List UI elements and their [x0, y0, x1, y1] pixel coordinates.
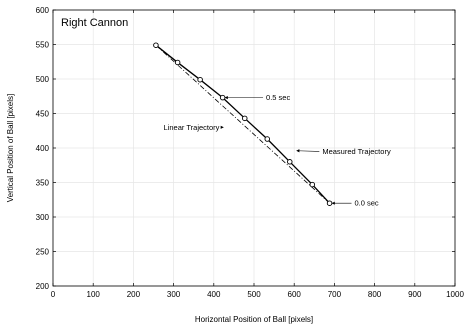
x-tick-label: 200: [127, 290, 141, 299]
x-tick-label: 700: [328, 290, 342, 299]
y-tick-label: 600: [36, 6, 50, 15]
annotation-label: Linear Trajectory: [164, 123, 220, 132]
y-axis-ticks: 200 250 300 350 400 450 500 550 600: [36, 6, 455, 291]
y-tick-label: 500: [36, 75, 50, 84]
data-point-marker: [326, 200, 333, 206]
data-point-marker: [219, 94, 226, 101]
measured-trajectory-series: [153, 42, 333, 206]
y-tick-label: 300: [36, 213, 50, 222]
linear-trajectory-line: [155, 44, 330, 204]
data-point-marker: [309, 181, 316, 188]
x-tick-label: 900: [408, 290, 422, 299]
annotation-label: 0.5 sec: [266, 93, 290, 102]
x-tick-label: 0: [51, 290, 56, 299]
y-tick-label: 350: [36, 179, 50, 188]
arrowhead: [224, 96, 228, 100]
x-tick-label: 800: [368, 290, 382, 299]
x-axis-ticks: 0 100 200 300 400 500 600 700 800 900 1000: [51, 10, 464, 299]
x-tick-label: 400: [207, 290, 221, 299]
linear-trajectory-series: [155, 44, 330, 204]
arrowhead: [220, 125, 224, 129]
panel-title: Right Cannon: [61, 17, 128, 29]
data-point-marker: [287, 159, 293, 165]
annotation-label: Measured Trajectory: [322, 147, 391, 156]
x-axis-label: Horizontal Position of Ball [pixels]: [195, 315, 313, 324]
annotation-leader: [297, 150, 320, 152]
x-tick-label: 300: [167, 290, 181, 299]
y-axis-label: Vertical Position of Ball [pixels]: [6, 94, 15, 203]
y-tick-label: 400: [36, 144, 50, 153]
x-tick-label: 600: [288, 290, 302, 299]
data-point-marker: [153, 42, 159, 48]
arrowhead: [296, 149, 300, 153]
y-tick-label: 250: [36, 248, 50, 257]
data-point-marker: [264, 136, 271, 142]
data-point-marker: [174, 59, 181, 66]
data-point-marker: [197, 76, 203, 83]
x-tick-label: 1000: [446, 290, 464, 299]
grid-lines: [52, 9, 456, 287]
y-tick-label: 200: [36, 282, 50, 291]
arrowhead: [331, 201, 335, 205]
x-tick-label: 100: [87, 290, 101, 299]
annotation-label: 0.0 sec: [355, 199, 379, 208]
annotations: 0.5 sec Linear Trajectory Measured Traject…: [164, 93, 391, 208]
data-point-marker: [242, 115, 248, 122]
y-tick-label: 550: [36, 41, 50, 50]
y-tick-label: 450: [36, 110, 50, 119]
x-tick-label: 500: [247, 290, 261, 299]
